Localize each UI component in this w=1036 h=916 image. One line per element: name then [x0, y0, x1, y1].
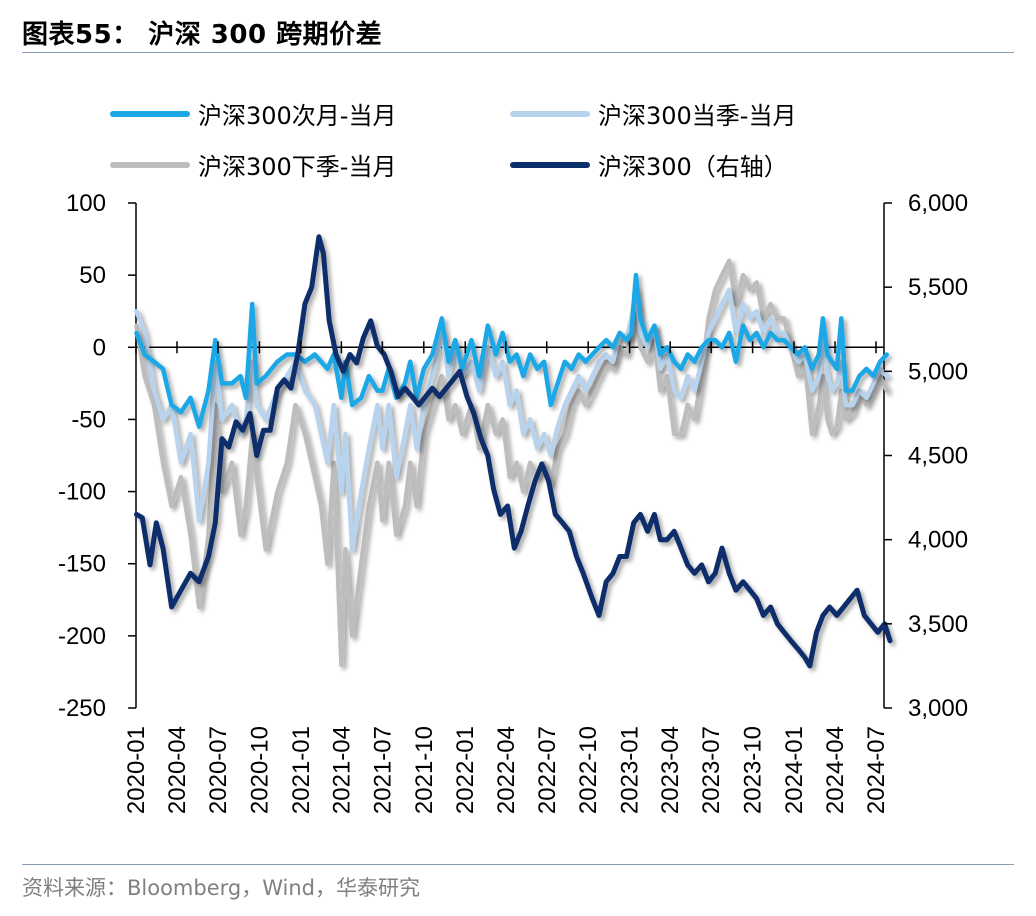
- page-title: 图表55： 沪深 300 跨期价差: [22, 20, 383, 50]
- x-tick-label: 2022-04: [493, 726, 520, 814]
- y-tick-label: -200: [58, 623, 106, 650]
- x-tick-label: 2022-10: [575, 726, 602, 814]
- legend-swatch-next-quarter: [110, 161, 190, 168]
- x-tick-label: 2022-01: [452, 726, 479, 814]
- x-tick-label: 2023-01: [617, 726, 644, 814]
- next-month-spread-line: [134, 272, 890, 429]
- x-tick-label: 2024-01: [781, 726, 808, 814]
- legend-item-current-quarter: 沪深300当季-当月: [510, 96, 796, 131]
- y2-tick-label: 3,500: [908, 611, 968, 638]
- legend-label-index: 沪深300（右轴）: [598, 153, 788, 181]
- y-tick-label: -250: [58, 695, 106, 722]
- x-tick-label: 2021-07: [369, 726, 396, 814]
- legend-label-next-month: 沪深300次月-当月: [198, 102, 397, 130]
- spread-chart: 100 50 0 -50 -100 -150 -200 -250 6,000 5,500 5,000…: [58, 190, 968, 814]
- x-tick-label: 2024-04: [822, 726, 849, 814]
- y2-tick-label: 4,000: [908, 527, 968, 554]
- x-tick-label: 2021-10: [411, 726, 438, 814]
- legend-swatch-index: [510, 161, 590, 168]
- y-tick-label: -50: [71, 406, 106, 433]
- y-tick-label: 0: [93, 334, 106, 361]
- x-tick-label: 2022-07: [534, 726, 561, 814]
- legend-item-next-quarter: 沪深300下季-当月: [110, 147, 396, 182]
- legend-item-index: 沪深300（右轴）: [510, 147, 788, 182]
- x-tick-label: 2023-10: [740, 726, 767, 814]
- x-tick-label: 2021-01: [288, 726, 315, 814]
- x-tick-label: 2020-10: [246, 726, 273, 814]
- y-tick-label: -100: [58, 479, 106, 506]
- y2-tick-label: 6,000: [908, 190, 968, 217]
- csi300-index-line: [134, 234, 893, 669]
- source-note: 资料来源：Bloomberg，Wind，华泰研究: [22, 876, 421, 900]
- source-divider: [22, 864, 1014, 865]
- y2-tick-label: 3,000: [908, 695, 968, 722]
- y-tick-label: 100: [66, 190, 106, 217]
- legend-swatch-current-quarter: [510, 110, 590, 117]
- legend-swatch-next-month: [110, 110, 190, 117]
- legend-label-next-quarter: 沪深300下季-当月: [198, 153, 397, 181]
- x-tick-label: 2023-04: [657, 726, 684, 814]
- x-tick-label: 2021-04: [328, 726, 355, 814]
- y2-tick-label: 5,500: [908, 274, 968, 301]
- title-divider: [22, 52, 1014, 53]
- y-tick-label: 50: [79, 262, 106, 289]
- x-tick-label: 2020-07: [205, 726, 232, 814]
- legend-item-next-month: 沪深300次月-当月: [110, 96, 396, 131]
- y2-tick-label: 5,000: [908, 358, 968, 385]
- x-tick-label: 2020-01: [123, 726, 150, 814]
- y2-tick-label: 4,500: [908, 443, 968, 470]
- x-tick-label: 2024-07: [863, 726, 890, 814]
- legend-label-current-quarter: 沪深300当季-当月: [598, 102, 797, 130]
- x-tick-label: 2023-07: [698, 726, 725, 814]
- y-tick-label: -150: [58, 551, 106, 578]
- next-quarter-spread-line: [134, 258, 890, 667]
- x-tick-label: 2020-04: [164, 726, 191, 814]
